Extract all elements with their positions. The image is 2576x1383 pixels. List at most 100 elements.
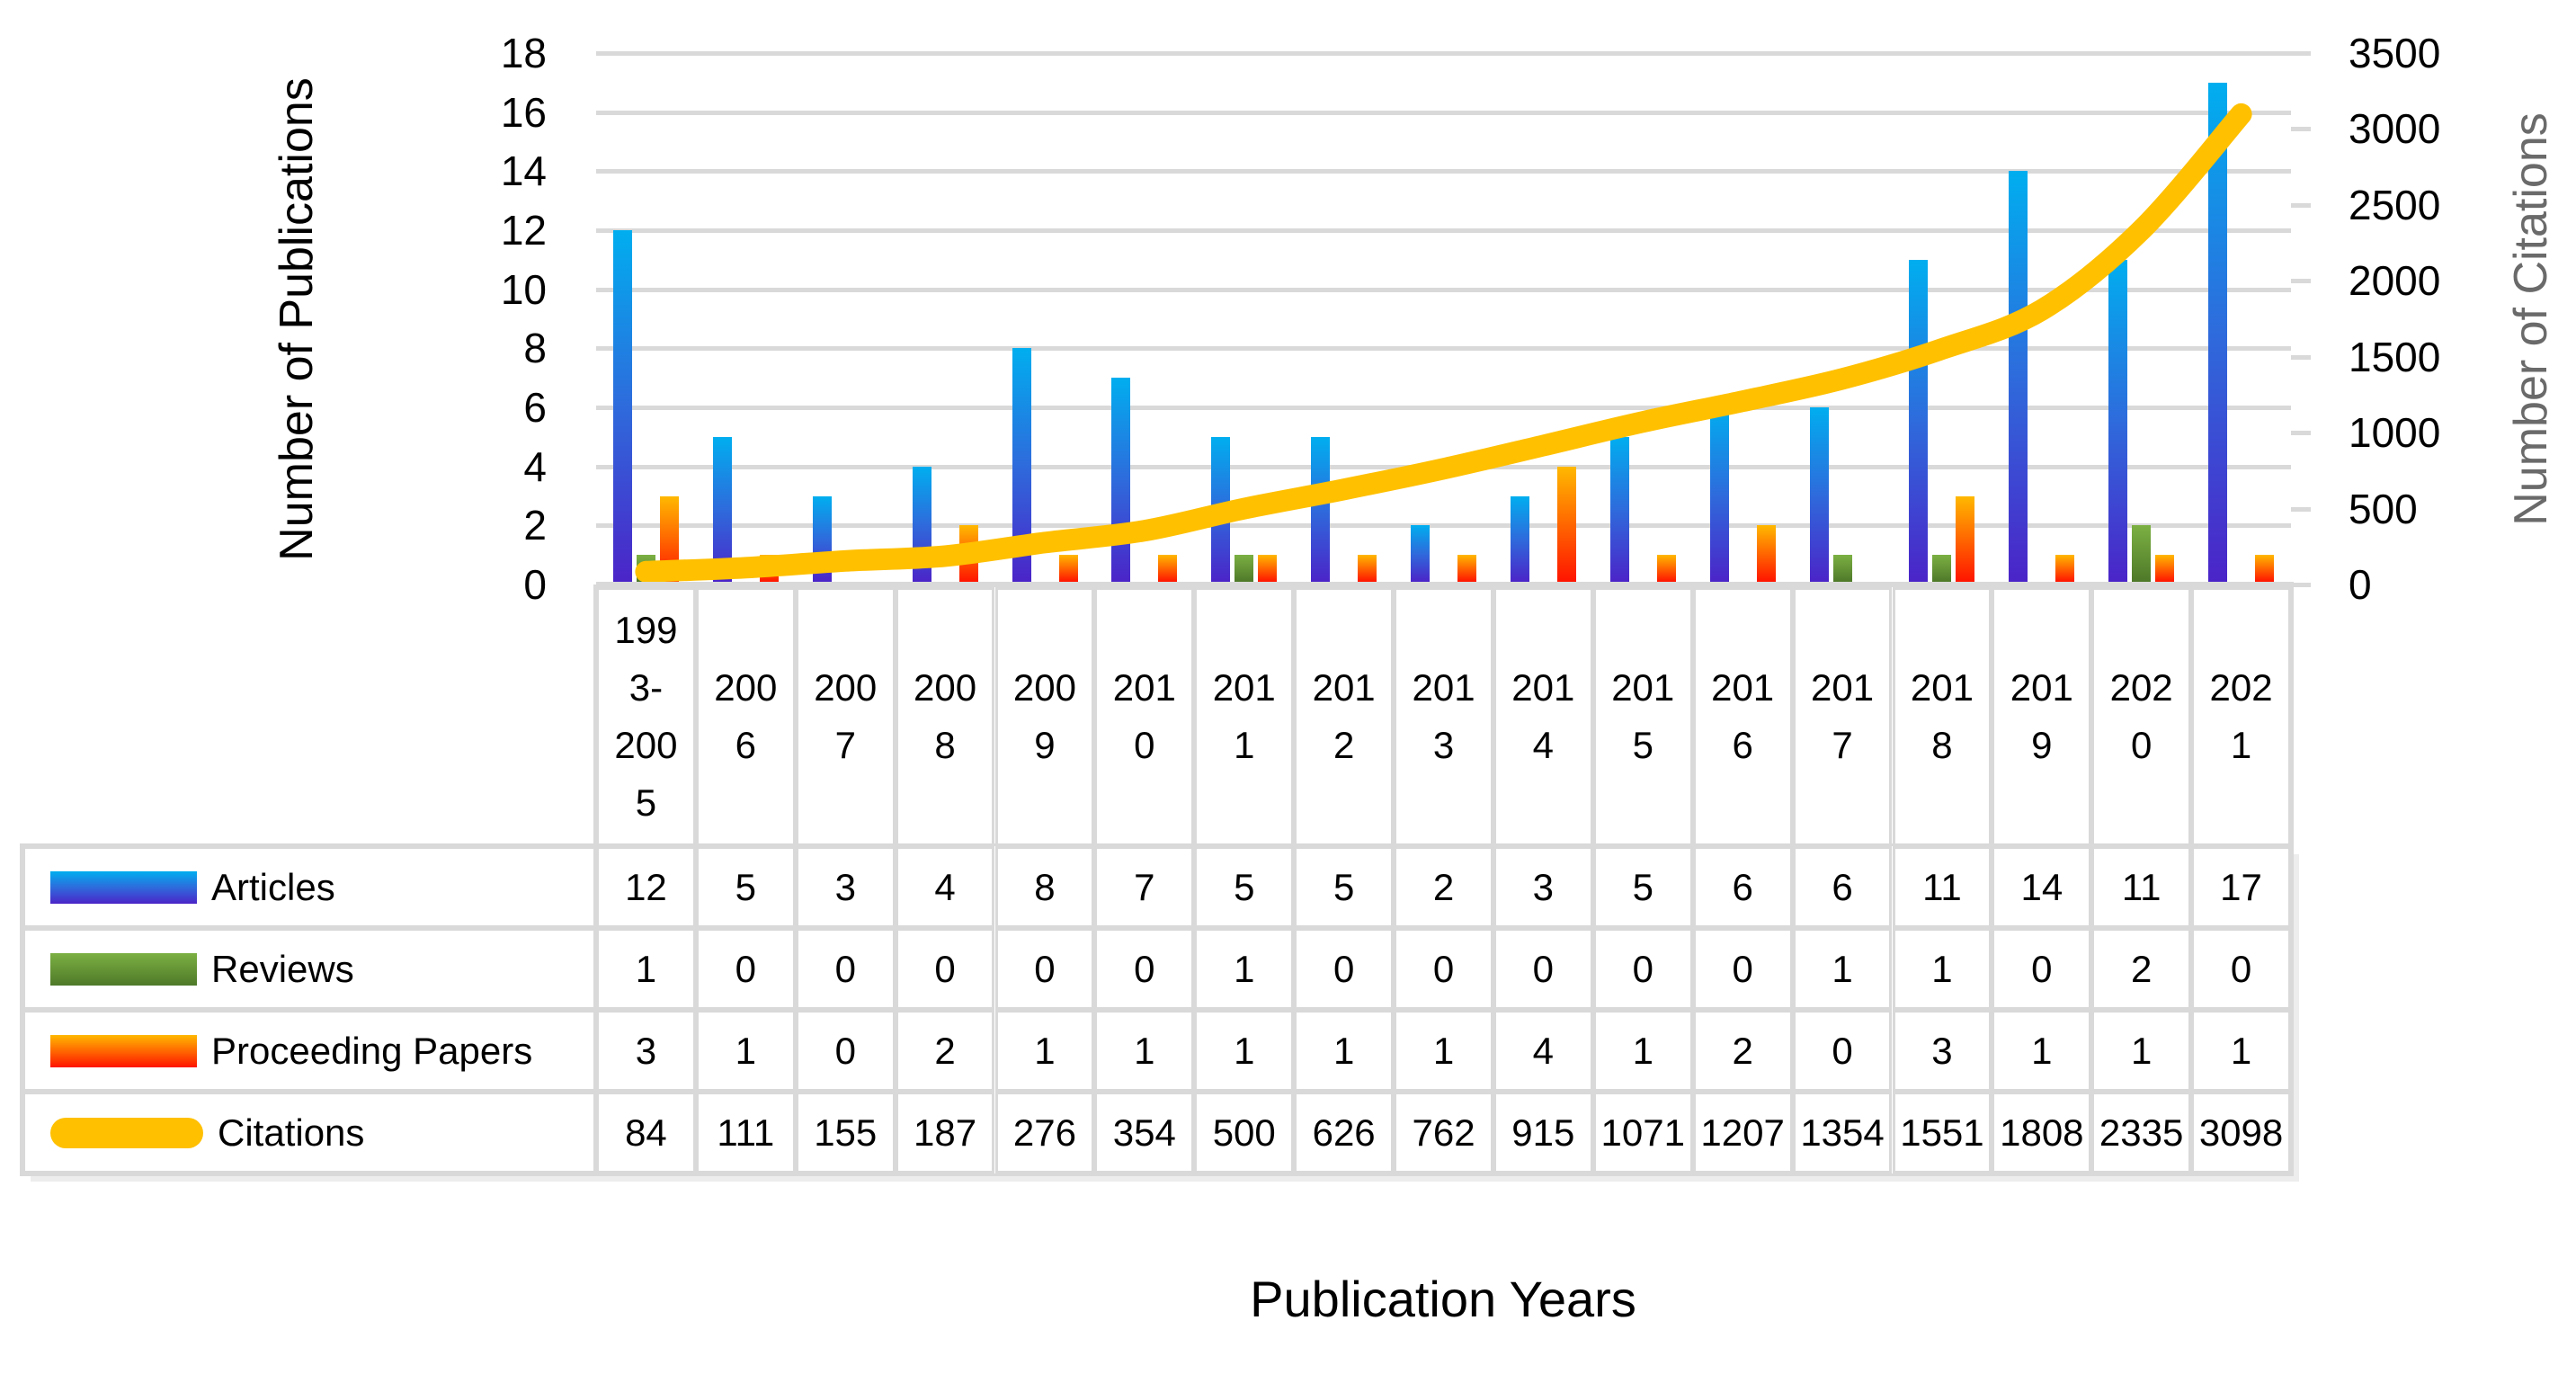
- right-axis-tick-label: 500: [2349, 485, 2418, 532]
- value-cell: 14: [1992, 846, 2092, 928]
- value-cell: 1: [2091, 1010, 2192, 1092]
- gridline: [596, 406, 2291, 410]
- right-axis-tick-label: 1000: [2349, 409, 2441, 457]
- year-label-line: 4: [1532, 724, 1555, 766]
- value-cell: 0: [795, 1010, 896, 1092]
- bar-proceeding-papers: [2255, 555, 2275, 582]
- left-axis-tick-label: 0: [523, 561, 547, 608]
- value-cell: 1: [1792, 928, 1893, 1010]
- value-cell: 0: [2191, 928, 2291, 1010]
- year-label-line: 3: [1432, 724, 1455, 766]
- value-cell: 5: [1592, 846, 1693, 928]
- year-label-line: 0: [2130, 724, 2153, 766]
- value-cell: 0: [895, 928, 995, 1010]
- year-header-cell: 201 6: [1692, 587, 1793, 846]
- year-header-cell: 201 7: [1792, 587, 1893, 846]
- year-header-cell: 201 9: [1992, 587, 2092, 846]
- articles-swatch: [50, 870, 197, 904]
- bar-articles: [1609, 436, 1629, 582]
- value-cell: 1: [695, 1010, 796, 1092]
- year-label-line: 201: [1412, 666, 1475, 709]
- year-label-line: 201: [1611, 666, 1675, 709]
- bar-articles: [1311, 436, 1331, 582]
- bar-proceeding-papers: [1258, 555, 1278, 582]
- year-header-cell: 200 8: [895, 587, 995, 846]
- left-axis-title: Number of Publications: [271, 77, 323, 561]
- value-cell: 1: [1094, 1010, 1195, 1092]
- legend-label: Reviews: [211, 947, 354, 990]
- year-header-cell: 201 2: [1294, 587, 1395, 846]
- year-label-line: 201: [1811, 666, 1875, 709]
- bar-reviews: [1932, 555, 1952, 582]
- value-cell: 1: [1194, 1010, 1295, 1092]
- value-cell: 155: [795, 1092, 896, 1173]
- value-cell: 1: [1394, 1010, 1493, 1092]
- year-header-cell: 201 0: [1094, 587, 1195, 846]
- right-axis-tick-mark: [2291, 583, 2311, 587]
- value-cell: 1354: [1792, 1092, 1893, 1173]
- value-cell: 3098: [2191, 1092, 2291, 1173]
- right-axis-tick-label: 0: [2349, 561, 2372, 608]
- gridline: [596, 51, 2291, 56]
- value-cell: 1071: [1592, 1092, 1693, 1173]
- legend-cell: Articles: [22, 846, 596, 928]
- year-label-line: 201: [1910, 666, 1974, 709]
- right-axis-tick-label: 2500: [2349, 181, 2441, 228]
- year-header-cell: 202 1: [2191, 587, 2291, 846]
- year-label-line: 9: [1034, 724, 1056, 766]
- year-label-line: 201: [1212, 666, 1276, 709]
- bar-proceeding-papers: [1358, 555, 1377, 582]
- value-cell: 0: [1394, 928, 1493, 1010]
- value-cell: 12: [596, 846, 696, 928]
- year-header-cell: 200 9: [994, 587, 1095, 846]
- year-label-line: 7: [1832, 724, 1853, 766]
- year-label-line: 3-: [628, 666, 664, 709]
- right-axis-tick-mark: [2291, 506, 2311, 512]
- right-axis-tick-mark: [2291, 127, 2311, 132]
- year-header-cell: 200 6: [695, 587, 796, 846]
- value-cell: 187: [895, 1092, 995, 1173]
- legend-label: Articles: [211, 865, 335, 908]
- left-axis-tick-label: 6: [523, 384, 547, 431]
- gridline: [596, 346, 2291, 352]
- value-cell: 0: [1294, 928, 1395, 1010]
- year-label-line: 1: [2230, 724, 2252, 766]
- bar-articles: [2009, 171, 2028, 582]
- bar-reviews: [1235, 555, 1254, 582]
- year-header-cell: 201 5: [1592, 587, 1693, 846]
- year-label-line: 1: [1234, 724, 1255, 766]
- right-axis-tick-mark: [2291, 279, 2311, 284]
- bar-proceeding-papers: [1556, 466, 1576, 582]
- value-cell: 6: [1792, 846, 1893, 928]
- value-cell: 0: [1692, 928, 1793, 1010]
- value-cell: 84: [596, 1092, 696, 1173]
- year-header-cell: 201 4: [1493, 587, 1593, 846]
- value-cell: 626: [1294, 1092, 1395, 1173]
- value-cell: 11: [2091, 846, 2192, 928]
- left-axis-tick-label: 8: [523, 325, 547, 372]
- year-header-cell: 202 0: [2091, 587, 2192, 846]
- x-axis-title: Publication Years: [1250, 1271, 1636, 1327]
- year-label-line: 201: [2010, 666, 2073, 709]
- right-axis-tick-label: 2000: [2349, 257, 2441, 305]
- value-cell: 111: [695, 1092, 796, 1173]
- year-label-line: 202: [2209, 666, 2273, 709]
- year-label-line: 5: [635, 781, 657, 824]
- legend-cell: Citations: [22, 1092, 596, 1173]
- year-label-line: 201: [1711, 666, 1775, 709]
- right-axis-tick-label: 3500: [2349, 30, 2441, 76]
- year-label-line: 202: [2109, 666, 2173, 709]
- left-axis-tick-label: 2: [523, 502, 547, 549]
- citations-line: [635, 103, 2252, 583]
- left-axis-tick-label: 18: [500, 30, 547, 76]
- data-table-body: Articles 12 5 3 4 8 7 5 5 2 3 5 6 6 11 14 11 17 Reviews 1 0 0…: [20, 843, 2294, 1176]
- legend-label: Citations: [218, 1111, 365, 1154]
- value-cell: 1: [2191, 1010, 2291, 1092]
- bar-proceeding-papers: [1158, 555, 1178, 582]
- right-axis-tick-mark: [2291, 202, 2311, 208]
- bar-articles: [612, 230, 632, 582]
- value-cell: 8: [994, 846, 1095, 928]
- year-header-row: 199 3- 200 5 200 6 200 7 200 8 200 9 201 0 201 1 201 2 201…: [593, 584, 2294, 849]
- value-cell: 0: [795, 928, 896, 1010]
